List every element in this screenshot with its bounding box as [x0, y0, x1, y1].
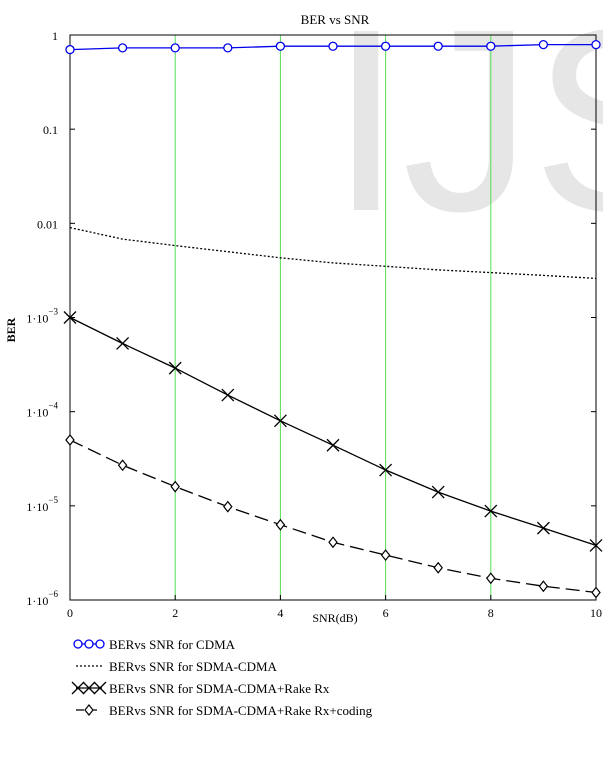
y-axis-label: BER — [4, 317, 18, 342]
x-tick-label: 0 — [67, 606, 73, 620]
legend: BERvs SNR for CDMA BERvs SNR for SDMA-CDM… — [71, 637, 373, 718]
y-tick-label: 1·10−4 — [26, 401, 58, 420]
y-tick-label: 1 — [52, 29, 58, 43]
legend-label: BERvs SNR for SDMA-CDMA+Rake Rx — [109, 681, 330, 696]
vertical-gridlines — [174, 35, 492, 600]
data-point — [433, 561, 443, 574]
data-point — [170, 480, 180, 493]
data-point — [117, 43, 128, 53]
data-point — [328, 536, 338, 549]
series-group — [63, 311, 603, 552]
x-tick-label: 6 — [383, 606, 389, 620]
data-point — [84, 639, 94, 649]
y-tick-label: 1·10−3 — [26, 307, 58, 326]
data-point — [433, 41, 443, 51]
series-group — [69, 226, 597, 280]
legend-label: BERvs SNR for SDMA-CDMA+Rake Rx+coding — [109, 703, 373, 718]
watermark: IJS — [330, 0, 603, 266]
data-point — [93, 681, 107, 695]
data-point — [63, 311, 77, 324]
legend-item: BERvs SNR for SDMA-CDMA — [76, 659, 278, 674]
data-point — [82, 681, 96, 695]
svg-text:IJS: IJS — [330, 0, 603, 266]
data-point — [73, 639, 83, 649]
x-tick-label: 10 — [590, 606, 602, 620]
data-point — [95, 639, 105, 649]
data-point — [484, 504, 498, 518]
data-point — [221, 388, 235, 402]
series-group — [65, 39, 601, 55]
x-tick-label: 8 — [488, 606, 494, 620]
data-point — [591, 586, 601, 599]
series-line — [69, 226, 597, 280]
y-tick-label: 1·10−5 — [26, 495, 58, 514]
x-tick-label: 2 — [172, 606, 178, 620]
data-point — [326, 438, 340, 452]
data-point — [431, 485, 445, 499]
legend-item: BERvs SNR for CDMA — [73, 637, 236, 652]
y-tick-label: 0.1 — [43, 123, 58, 137]
data-point — [536, 521, 550, 535]
x-axis-label: SNR(dB) — [312, 611, 357, 625]
data-point — [380, 41, 391, 51]
series-line — [69, 316, 597, 547]
data-point — [170, 43, 180, 53]
data-point — [223, 43, 233, 53]
legend-label: BERvs SNR for CDMA — [109, 637, 236, 652]
y-tick-label: 0.01 — [37, 217, 58, 231]
data-point — [538, 39, 549, 50]
legend-item: BERvs SNR for SDMA-CDMA+Rake Rx — [71, 681, 330, 696]
data-point — [275, 518, 286, 531]
data-point — [223, 500, 233, 513]
data-point — [71, 681, 85, 695]
data-point — [168, 361, 182, 375]
data-point — [84, 704, 94, 716]
legend-item: BERvs SNR for SDMA-CDMA+Rake Rx+coding — [76, 703, 373, 718]
data-point — [486, 572, 496, 585]
data-point — [589, 538, 603, 552]
y-tick-label: 1·10−6 — [26, 589, 58, 608]
data-point — [328, 41, 338, 51]
data-point — [486, 41, 496, 51]
data-point — [117, 459, 128, 472]
data-point — [538, 580, 549, 593]
chart-title: BER vs SNR — [301, 12, 370, 27]
data-point — [65, 434, 75, 446]
data-point — [273, 414, 287, 428]
series-line — [69, 439, 597, 594]
data-point — [380, 549, 391, 562]
data-series — [63, 39, 603, 599]
data-point — [275, 41, 286, 51]
data-point — [379, 463, 393, 477]
data-point — [116, 337, 130, 350]
data-point — [65, 44, 75, 55]
legend-label: BERvs SNR for SDMA-CDMA — [109, 659, 278, 674]
data-point — [591, 39, 601, 50]
series-group — [65, 434, 601, 599]
x-tick-label: 4 — [277, 606, 283, 620]
